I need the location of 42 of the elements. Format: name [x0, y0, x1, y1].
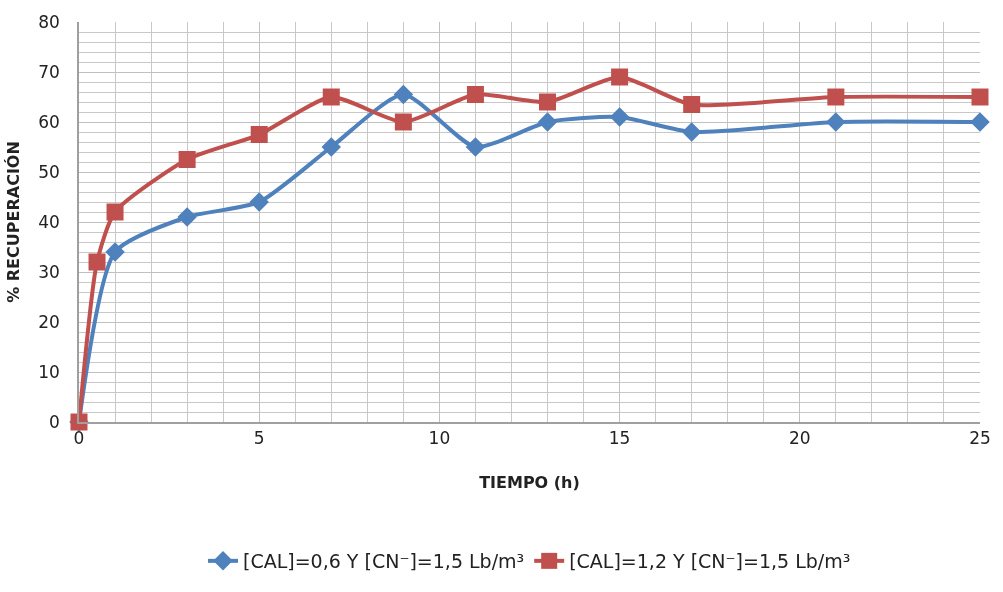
y-tick-label: 50 [38, 161, 60, 182]
point [970, 112, 990, 132]
point [177, 207, 197, 227]
y-tick-label: 30 [38, 261, 60, 282]
point [539, 93, 557, 111]
point [321, 137, 342, 157]
y-tick-label: 20 [38, 311, 60, 332]
point [683, 96, 701, 113]
point [971, 88, 989, 106]
point [681, 122, 702, 142]
point [827, 88, 845, 106]
x-tick-label: 10 [428, 428, 451, 449]
y-axis-title: % RECUPERACIÓN [3, 141, 23, 303]
point [106, 203, 124, 221]
x-tick-label: 15 [608, 428, 631, 449]
legend-label: [CAL]=0,6 Y [CN⁻]=1,5 Lb/m³ [243, 550, 525, 573]
x-tick-label: 5 [253, 428, 265, 449]
legend-label: [CAL]=1,2 Y [CN⁻]=1,5 Lb/m³ [569, 550, 851, 573]
point [466, 86, 484, 103]
x-tick-label: 25 [969, 428, 991, 449]
point [611, 68, 629, 86]
point [105, 242, 125, 262]
x-tick-label: 0 [73, 428, 85, 449]
point [322, 88, 340, 106]
x-tick-label: 20 [788, 428, 811, 449]
y-tick-label: 60 [38, 111, 60, 132]
point [537, 112, 558, 132]
point [465, 137, 486, 157]
y-tick-label: 40 [38, 211, 60, 232]
point [394, 113, 412, 131]
point [88, 253, 106, 271]
x-axis-title: TIEMPO (h) [479, 473, 580, 493]
y-tick-label: 80 [38, 11, 60, 32]
point [250, 126, 268, 143]
y-tick-label: 10 [38, 361, 60, 382]
point [178, 151, 196, 168]
y-tick-label: 70 [38, 61, 60, 82]
point [609, 107, 630, 127]
point [249, 192, 269, 212]
point [393, 84, 414, 105]
y-tick-label: 0 [49, 411, 60, 432]
point [826, 112, 846, 132]
